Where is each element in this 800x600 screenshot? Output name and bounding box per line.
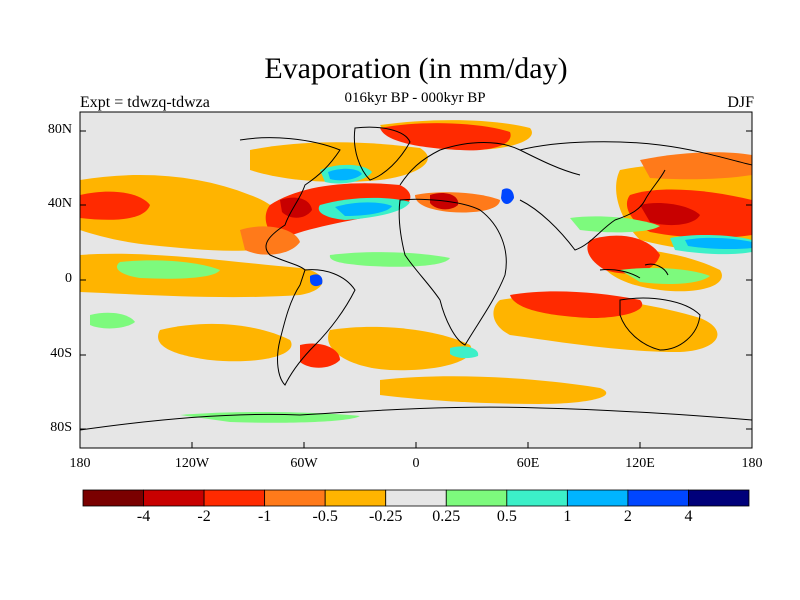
colorbar-label: 0.25 (432, 508, 461, 525)
contour-red-caribbean (240, 226, 300, 255)
contour-blue-kuro (685, 237, 752, 250)
colorbar-swatch (445, 489, 508, 507)
colorbar-swatch (203, 489, 266, 507)
lon-tick-label: 120E (625, 456, 655, 471)
coast-indonesia (599, 263, 669, 279)
colorbar-swatch (506, 489, 568, 507)
contour-orange-satl (328, 326, 472, 371)
lon-tick-label: 180 (69, 456, 91, 471)
coast-africa (398, 198, 507, 346)
contour-blue-labrador (328, 168, 362, 181)
contour-red-wpac-warmpool (587, 235, 660, 274)
colorbar-swatch (82, 489, 144, 507)
colorbar-label: -1 (257, 508, 272, 525)
coast-asia (519, 141, 752, 251)
contour-darkred-japan (640, 203, 700, 226)
colorbar-label: 4 (684, 508, 693, 525)
colorbar-label: 1 (563, 508, 572, 525)
lat-tick-marks (80, 130, 752, 430)
contour-green-spac (90, 312, 135, 329)
lon-tick-marks (79, 442, 753, 448)
colorbar-label: 2 (623, 508, 632, 525)
contour-red-nordic (380, 123, 511, 151)
coast-australia (619, 297, 701, 351)
lon-tick-label: 120W (174, 456, 210, 471)
contour-darkred-usec (280, 197, 312, 218)
contour-green-npac (570, 216, 660, 233)
lon-tick-label: 180 (741, 456, 763, 471)
colorbar (82, 489, 750, 507)
colorbar-swatch (566, 489, 629, 507)
contour-green-so (180, 412, 360, 423)
colorbar-label: -0.5 (312, 508, 338, 525)
contour-green-ntrop-pac (116, 260, 220, 279)
map-title: Evaporation (in mm/day) (264, 52, 568, 85)
contour-green-eq-atl (329, 252, 450, 267)
colorbar-label: -2 (197, 508, 211, 525)
colorbar-label: -4 (136, 508, 151, 525)
colorbar-swatch (324, 489, 387, 507)
contour-fields (80, 120, 752, 423)
contour-orange-spac (158, 323, 292, 362)
colorbar-swatch (143, 489, 205, 507)
lat-tick-label: 40S (50, 346, 72, 361)
colorbar-swatch (264, 489, 326, 507)
coast-greenland (353, 126, 411, 181)
colorbar-label: -0.25 (369, 508, 403, 525)
coast-europe (399, 142, 581, 186)
map-subtitle: 016kyr BP - 000kyr BP (344, 90, 486, 106)
lat-tick-label: 80N (47, 122, 72, 137)
coast-antarctica (80, 406, 752, 431)
colorbar-swatch (385, 489, 447, 507)
colorbar-label: 0.5 (496, 508, 517, 525)
colorbar-swatch (627, 489, 689, 507)
coast-north-america (239, 137, 341, 271)
lon-tick-label: 60E (516, 456, 540, 471)
colorbar-swatch (688, 489, 750, 507)
lat-tick-label: 0 (65, 271, 72, 286)
contour-blue-natl (335, 202, 392, 216)
contour-red-npac-nw (640, 152, 752, 180)
contour-orange-so (380, 376, 607, 404)
experiment-label: Expt = tdwzq-tdwza (80, 94, 210, 111)
lon-tick-label: 60W (290, 456, 318, 471)
coastlines (80, 126, 752, 431)
contour-green-nind (620, 268, 710, 284)
contour-cyan-satl (450, 346, 479, 359)
coast-south-america (277, 269, 356, 386)
contour-red-sind (510, 291, 643, 318)
season-label: DJF (727, 94, 754, 111)
contour-orange-npac (80, 175, 289, 251)
contour-blue-amazon (310, 274, 323, 287)
lat-tick-label: 80S (50, 420, 72, 435)
contour-orange-natl (250, 142, 428, 182)
lon-tick-label: 0 (412, 456, 420, 471)
contour-red-npac-east (80, 191, 150, 220)
contour-blue-caspian (501, 188, 514, 204)
lat-tick-label: 40N (47, 196, 72, 211)
